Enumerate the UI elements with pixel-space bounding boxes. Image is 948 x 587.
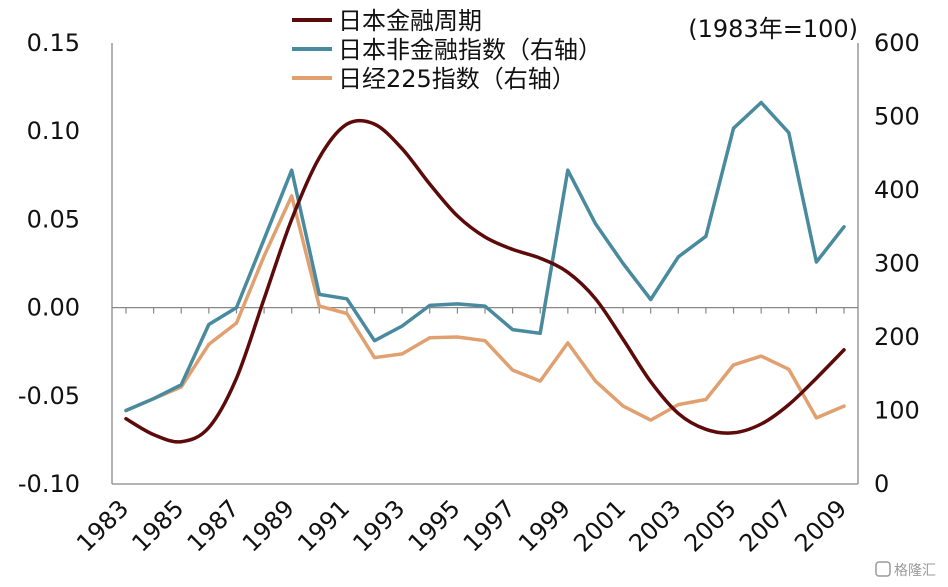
x-tick-label: 1987	[182, 494, 245, 557]
legend-label: 日本金融周期	[338, 7, 482, 35]
x-tick-label: 1999	[513, 494, 576, 557]
watermark-logo-icon	[875, 561, 891, 577]
y-right-tick-label: 200	[874, 323, 920, 351]
x-tick-label: 2005	[679, 494, 742, 557]
nikkei225-line	[124, 194, 846, 422]
base-year-note: (1983年=100)	[688, 15, 858, 43]
x-tick-label: 1997	[458, 494, 521, 557]
y-left-tick-label: 0.10	[27, 117, 80, 145]
axes: 0.15 0.10 0.05 0.00 -0.05 -0.10 600 500 400 300 20…	[18, 29, 920, 557]
watermark: 格隆汇	[875, 561, 936, 579]
y-right-tick-label: 500	[874, 103, 920, 131]
legend-item-nikkei225: 日经225指数（右轴）	[292, 65, 576, 93]
legend-label: 日本非金融指数（右轴）	[338, 36, 602, 64]
x-tick-label: 2001	[568, 494, 631, 557]
y-right-tick-label: 100	[874, 397, 920, 425]
y-right-tick-label: 300	[874, 250, 920, 278]
y-right-tick-label: 400	[874, 176, 920, 204]
x-tick-label: 1993	[347, 494, 410, 557]
x-tick-label: 1995	[403, 494, 466, 557]
legend-item-financial-cycle: 日本金融周期	[292, 7, 482, 35]
x-tick-label: 1989	[237, 494, 300, 557]
y-left-tick-label: 0.05	[27, 205, 80, 233]
y-right-tick-label: 600	[874, 29, 920, 57]
y-left-tick-label: -0.10	[18, 470, 80, 498]
x-tick-label: 2009	[789, 494, 852, 557]
x-tick-label: 2007	[734, 494, 797, 557]
x-tick-label: 1991	[292, 494, 355, 557]
x-tick-label: 1983	[71, 494, 134, 557]
y-left-tick-label: -0.05	[18, 382, 80, 410]
japan-financial-cycle-line	[124, 118, 846, 444]
y-right-tick-label: 0	[874, 470, 889, 498]
x-tick-label: 1985	[126, 494, 189, 557]
series-group	[124, 100, 846, 444]
japan-nonfinancial-index-line	[124, 100, 846, 413]
legend-item-nonfinancial-index: 日本非金融指数（右轴）	[292, 36, 602, 64]
y-left-tick-label: 0.00	[27, 294, 80, 322]
watermark-text: 格隆汇	[894, 563, 936, 579]
y-left-tick-label: 0.15	[27, 29, 80, 57]
x-tick-label: 2003	[624, 494, 687, 557]
legend-label: 日经225指数（右轴）	[338, 65, 576, 93]
